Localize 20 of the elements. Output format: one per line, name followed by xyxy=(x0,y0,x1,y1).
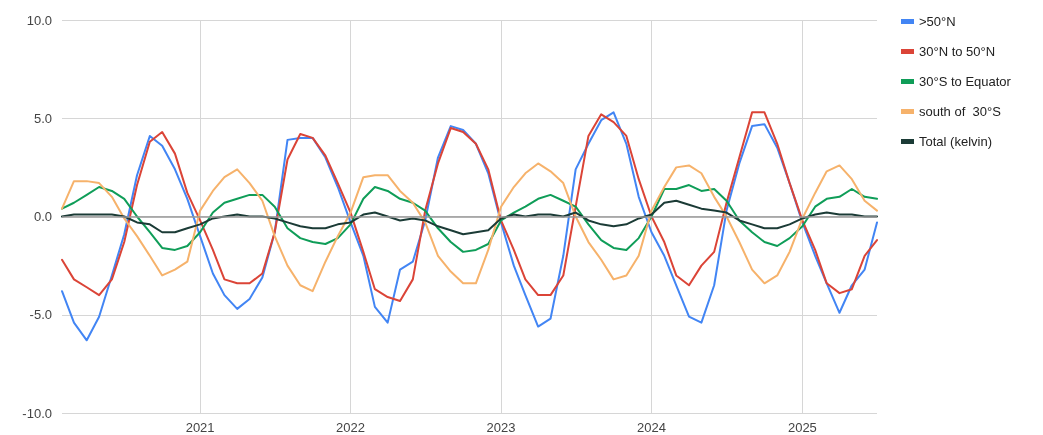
legend-label: Total (kelvin) xyxy=(919,134,992,149)
y-tick-label: -10.0 xyxy=(22,405,52,421)
line-series xyxy=(61,184,878,253)
line-series xyxy=(61,199,878,236)
line-series xyxy=(61,111,878,342)
y-tick-label: 10.0 xyxy=(26,12,52,28)
legend-label: south of 30°S xyxy=(919,104,1002,119)
x-tick-label: 2024 xyxy=(637,420,666,435)
y-tick-label: 0.0 xyxy=(33,209,52,224)
x-tick-label: 2025 xyxy=(787,420,817,435)
legend-label: 30°N to 50°N xyxy=(919,44,996,59)
line-series xyxy=(61,111,878,302)
line-series xyxy=(61,162,878,293)
x-tick-label: 2021 xyxy=(185,420,215,435)
y-tick-label: 5.0 xyxy=(33,110,52,126)
legend-label: >50°N xyxy=(919,14,956,29)
legend-label: 30°S to Equator xyxy=(919,74,1012,89)
x-tick-label: 2022 xyxy=(336,420,366,435)
y-tick-label: -5.0 xyxy=(29,307,52,323)
x-tick-label: 2023 xyxy=(486,420,516,435)
